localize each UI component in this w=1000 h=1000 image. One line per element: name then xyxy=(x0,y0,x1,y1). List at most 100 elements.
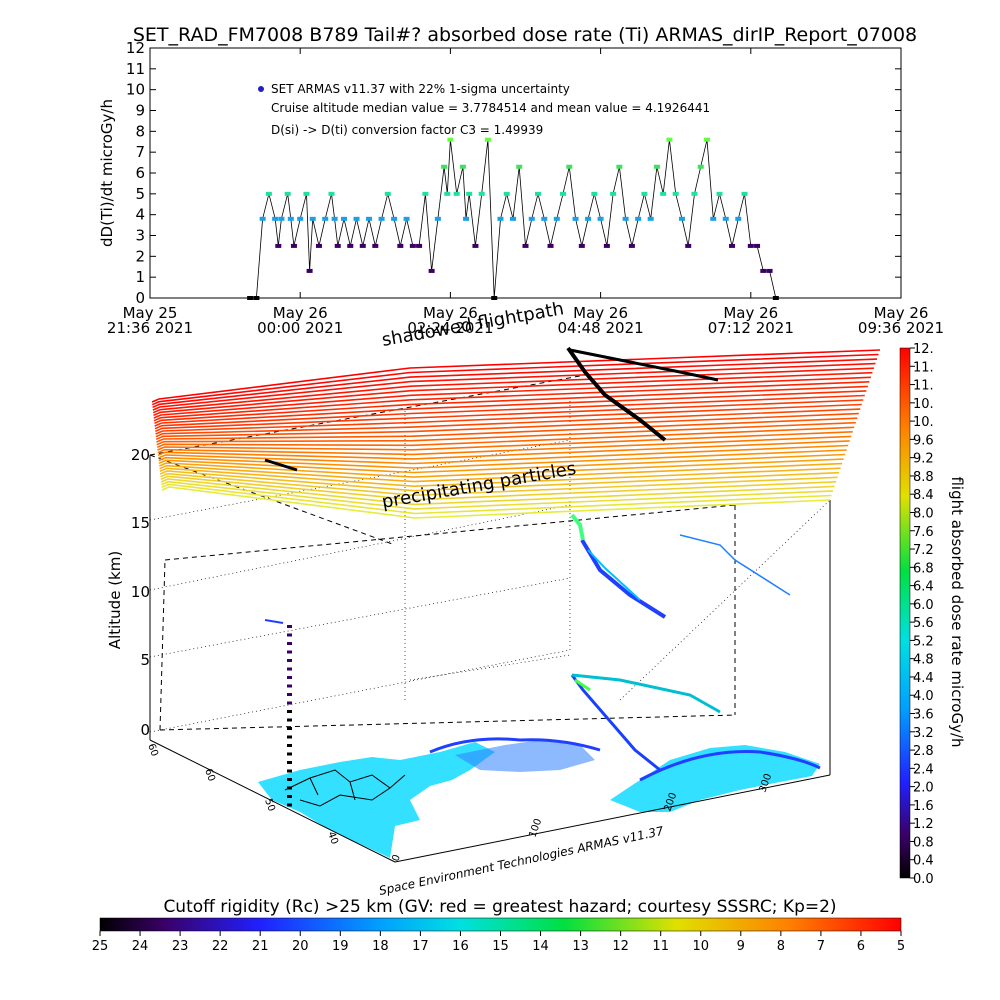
rigidity-tick-label: 25 xyxy=(92,939,109,954)
colorbar-tick-label: 5.2 xyxy=(913,634,934,649)
rigidity-colorbar-gradient xyxy=(99,917,902,932)
data-point xyxy=(422,191,429,196)
x-tick-label-time: 04:48 2021 xyxy=(558,319,644,337)
ground-track-highlight xyxy=(574,678,591,692)
dose-rate-series xyxy=(247,137,779,300)
profile-dash xyxy=(287,676,292,679)
x-tick-label-date: May 26 xyxy=(874,304,929,322)
profile-dash xyxy=(287,795,292,798)
profile-dash xyxy=(287,744,292,747)
x-tick-label-time: 00:00 2021 xyxy=(257,319,343,337)
data-point xyxy=(685,243,692,248)
particle-layer xyxy=(153,381,870,422)
data-point xyxy=(341,216,348,221)
dose-trace-right xyxy=(679,534,791,596)
annotation-median-mean: Cruise altitude median value = 3.7784514… xyxy=(271,101,710,115)
data-point xyxy=(472,243,479,248)
data-point xyxy=(754,243,761,248)
profile-dash xyxy=(287,650,292,654)
rigidity-tick-label: 18 xyxy=(372,939,389,954)
data-point xyxy=(334,243,341,248)
particle-layer xyxy=(155,412,859,441)
data-point xyxy=(372,243,379,248)
data-point xyxy=(265,191,272,196)
lon-tick-label: 0 xyxy=(390,853,403,863)
map-landmass-europe xyxy=(258,742,495,858)
data-point xyxy=(653,164,660,169)
data-point xyxy=(478,191,485,196)
data-point xyxy=(297,216,304,221)
data-point xyxy=(290,243,297,248)
data-point xyxy=(628,243,635,248)
data-point xyxy=(497,216,504,221)
data-point xyxy=(522,243,529,248)
colorbar-tick-label: 8.0 xyxy=(913,506,934,521)
y-tick-label: 8 xyxy=(135,122,145,140)
rigidity-tick-label: 10 xyxy=(692,939,709,954)
colorbar-tick-label: 2.0 xyxy=(913,781,934,796)
vertical-profile-top xyxy=(264,619,284,624)
annotation-conversion: D(si) -> D(ti) conversion factor C3 = 1.… xyxy=(271,123,543,137)
cutoff-rigidity-title: Cutoff rigidity (Rc) >25 km (GV: red = g… xyxy=(163,897,836,917)
colorbar-tick-label: 1.2 xyxy=(913,817,934,832)
data-point xyxy=(453,191,460,196)
rigidity-tick-label: 8 xyxy=(777,939,785,954)
data-point xyxy=(635,216,642,221)
colorbar-gradient xyxy=(899,347,911,879)
colorbar-tick-label: 8.4 xyxy=(913,488,934,503)
data-point xyxy=(591,191,598,196)
data-point xyxy=(306,268,313,273)
data-point xyxy=(315,243,322,248)
data-point xyxy=(553,216,560,221)
data-point xyxy=(616,164,623,169)
data-point xyxy=(678,216,685,221)
lat-tick-label: 60 xyxy=(202,767,217,783)
data-point xyxy=(560,191,567,196)
x-tick-label-time: 21:36 2021 xyxy=(107,319,193,337)
data-point xyxy=(666,137,673,142)
data-point xyxy=(328,191,335,196)
data-point xyxy=(347,243,354,248)
particle-layer xyxy=(156,417,858,443)
profile-dash xyxy=(287,633,292,637)
particle-layer xyxy=(159,470,840,492)
lat-tick-label: 60 xyxy=(145,742,160,758)
profile-dash xyxy=(287,786,292,790)
data-point xyxy=(660,191,667,196)
x-tick-label-time: 09:36 2021 xyxy=(858,319,944,337)
y-tick-label: 3 xyxy=(135,227,145,245)
map-border-lines xyxy=(284,769,406,807)
x-tick-label-date: May 26 xyxy=(273,304,328,322)
rigidity-tick-label: 13 xyxy=(572,939,589,954)
y-tick-label: 7 xyxy=(135,143,145,161)
shadow-path-branch xyxy=(569,348,719,382)
data-point xyxy=(535,191,542,196)
data-point xyxy=(384,191,391,196)
data-point xyxy=(284,191,291,196)
y-tick-label: 12 xyxy=(126,39,145,57)
rigidity-tick-label: 5 xyxy=(897,939,905,954)
profile-dash xyxy=(287,710,292,713)
particle-layer xyxy=(152,362,876,411)
data-point xyxy=(444,191,451,196)
particle-layer xyxy=(154,385,868,425)
data-point xyxy=(572,216,579,221)
map-coast-blue xyxy=(429,737,821,782)
y-tick-label: 2 xyxy=(135,247,145,265)
data-point xyxy=(309,216,316,221)
colorbar-tick-label: 12. xyxy=(913,342,934,357)
particle-layer xyxy=(159,462,843,483)
rigidity-tick-label: 21 xyxy=(252,939,269,954)
profile-dash xyxy=(287,684,292,688)
map-landmass-east xyxy=(610,745,820,812)
colorbar-tick-label: 4.8 xyxy=(913,653,934,668)
data-point xyxy=(275,243,282,248)
particle-layer xyxy=(159,467,841,488)
particle-layer xyxy=(154,399,864,433)
altitude-axis: 0 5 10 15 20 Altitude (km) xyxy=(106,446,150,739)
data-point xyxy=(578,243,585,248)
rigidity-tick-label: 22 xyxy=(212,939,229,954)
data-point xyxy=(441,164,448,169)
